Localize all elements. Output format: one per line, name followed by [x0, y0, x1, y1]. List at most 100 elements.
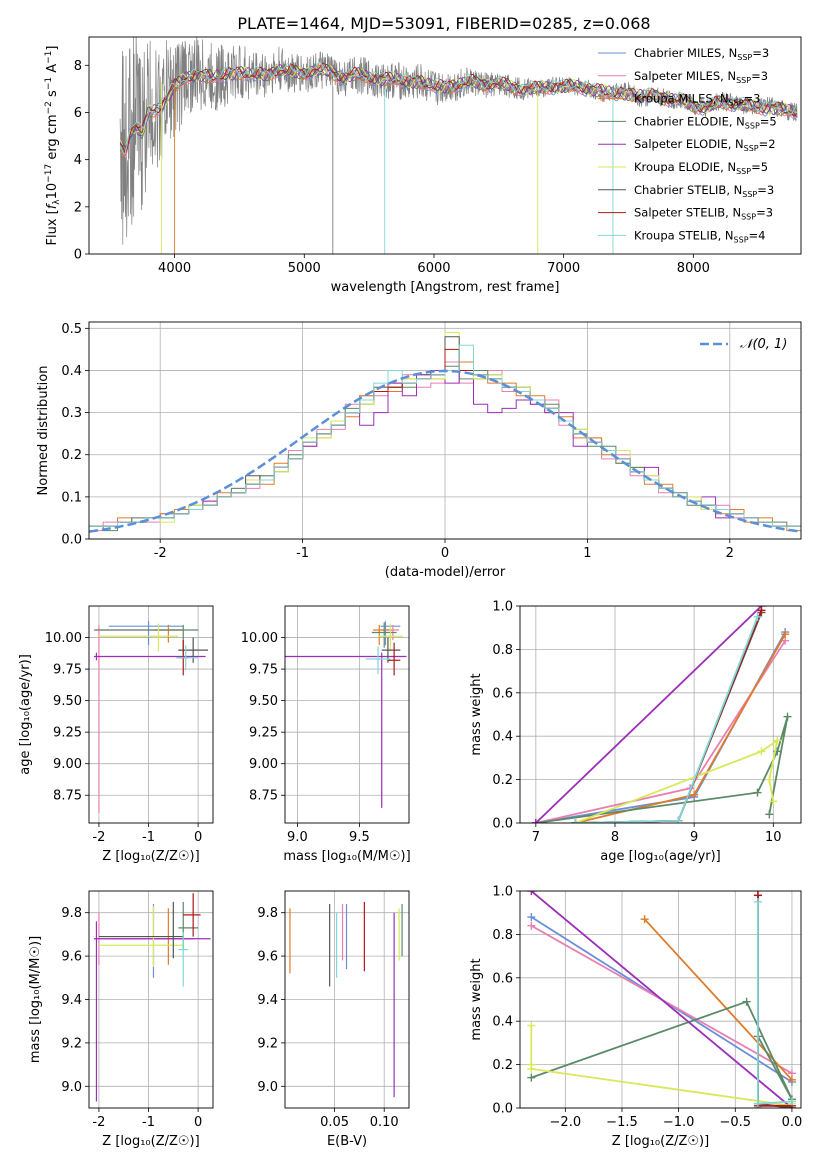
- series-kroupa-stelib: [575, 616, 759, 823]
- residuals-xlabel: (data-model)/error: [385, 565, 506, 580]
- y-tick-label: 9.00: [249, 757, 278, 772]
- model-spectrum-salpeter-stelib: [119, 62, 797, 155]
- normal-curve: [89, 369, 801, 533]
- x-tick-label: 0.0: [782, 1115, 803, 1130]
- y-tick-label: 0.4: [492, 1015, 513, 1030]
- legend-label: Chabrier STELIB, NSSP=3: [634, 183, 774, 199]
- x-tick-label: 1: [583, 546, 591, 561]
- y-tick-label: 0.3: [61, 406, 82, 421]
- x-tick-label: -1: [142, 1115, 155, 1130]
- x-tick-label: 7: [532, 830, 540, 845]
- massweight-vs-age-frame: [519, 605, 802, 824]
- model-spectrum-kroupa-miles: [119, 64, 797, 156]
- x-tick-label: 6000: [417, 261, 450, 276]
- age-vs-z-xlabel: Z [log₁₀(Z/Z☉)]: [102, 849, 199, 864]
- legend-label: Kroupa ELODIE, NSSP=5: [634, 160, 768, 176]
- legend-label: Chabrier ELODIE, NSSP=5: [634, 114, 777, 130]
- y-tick-label: 0.6: [492, 686, 513, 701]
- mass-vs-z-ylabel: mass [log₁₀(M/M☉)]: [28, 936, 43, 1063]
- x-tick-label: 0.05: [320, 1115, 349, 1130]
- y-tick-label: 9.2: [61, 1036, 82, 1051]
- x-tick-label: 9.5: [349, 830, 370, 845]
- y-tick-label: 8.75: [53, 789, 82, 804]
- series-salpeter-elodie: [535, 606, 763, 823]
- series-chabrier-elodie: [535, 716, 789, 823]
- x-tick-label: −0.5: [719, 1115, 751, 1130]
- y-tick-label: 9.6: [61, 950, 82, 965]
- legend-label: Salpeter MILES, NSSP=3: [634, 69, 768, 85]
- age-vs-mass-plot-area: [285, 621, 407, 808]
- y-tick-label: 9.50: [53, 694, 82, 709]
- y-tick-label: 9.2: [257, 1036, 278, 1051]
- residuals-axes: -2 -1 0 1 2 0.0 0.1 0.2 0.3 0.4 0.5: [61, 322, 801, 561]
- y-tick-label: 0.2: [492, 1058, 513, 1073]
- y-tick-label: 9.4: [61, 993, 82, 1008]
- series-salpeter-elodie: [530, 891, 793, 1108]
- model-spectrum-kroupa-stelib: [119, 61, 797, 155]
- series-salpeter-stelib: [575, 609, 763, 823]
- y-tick-label: 0.4: [61, 364, 82, 379]
- y-tick-label: 9.0: [257, 1080, 278, 1095]
- x-tick-label: 0.10: [370, 1115, 399, 1130]
- mass-vs-z-plot-area: [93, 893, 211, 1102]
- y-tick-label: 0.8: [492, 643, 513, 658]
- massweight-vs-age-ylabel: mass weight: [469, 673, 484, 755]
- y-tick-label: 0.0: [492, 817, 513, 832]
- massweight-vs-z-frame: [519, 890, 802, 1109]
- y-tick-label: 9.75: [249, 663, 278, 678]
- y-tick-label: 9.25: [249, 726, 278, 741]
- series-kroupa-miles: [643, 918, 793, 1081]
- x-tick-label: 7000: [547, 261, 580, 276]
- y-tick-label: 0.8: [492, 928, 513, 943]
- y-tick-label: 0: [74, 248, 82, 263]
- mass-vs-ebv-axes: 0.05 0.10 9.0 9.2 9.4 9.6 9.8: [257, 891, 409, 1130]
- age-vs-mass-frame: [284, 605, 410, 824]
- mass-vs-z-xlabel: Z [log₁₀(Z/Z☉)]: [102, 1134, 199, 1149]
- y-tick-label: 1.0: [492, 885, 513, 900]
- x-tick-label: -2: [92, 830, 105, 845]
- y-tick-label: 2: [74, 200, 82, 215]
- legend-label: Kroupa STELIB, NSSP=4: [634, 228, 765, 244]
- x-tick-label: -1: [296, 546, 309, 561]
- y-tick-label: 6: [74, 106, 82, 121]
- y-tick-label: 10.00: [241, 631, 278, 646]
- mass-vs-z-frame: [88, 890, 214, 1109]
- legend-label: 𝒩(0, 1): [740, 337, 787, 352]
- x-tick-label: 2: [726, 546, 734, 561]
- y-tick-label: 0.0: [492, 1102, 513, 1117]
- residuals-ylabel: Normed distribution: [36, 366, 51, 496]
- age-vs-mass-axes: 9.0 9.5 8.75 9.00 9.25 9.50 9.75 10.00: [241, 606, 409, 845]
- y-tick-label: 9.4: [257, 993, 278, 1008]
- age-vs-mass-xlabel: mass [log₁₀(M/M☉)]: [283, 849, 410, 864]
- y-tick-label: 1.0: [492, 600, 513, 615]
- massweight-vs-age-xlabel: age [log₁₀(age/yr)]: [600, 849, 721, 864]
- y-tick-label: 9.8: [257, 906, 278, 921]
- x-tick-label: −1.5: [606, 1115, 638, 1130]
- x-tick-label: 4000: [158, 261, 191, 276]
- legend-label: Salpeter ELODIE, NSSP=2: [634, 137, 776, 153]
- y-tick-label: 0.0: [61, 533, 82, 548]
- y-tick-label: 8.75: [249, 789, 278, 804]
- y-tick-label: 9.75: [53, 663, 82, 678]
- y-tick-label: 0.6: [492, 971, 513, 986]
- spectrum-legend: Chabrier MILES, NSSP=3 Salpeter MILES, NS…: [598, 46, 777, 244]
- x-tick-label: 5000: [288, 261, 321, 276]
- mass-vs-ebv-frame: [284, 890, 410, 1109]
- y-tick-label: 9.6: [257, 950, 278, 965]
- y-tick-label: 0.1: [61, 490, 82, 505]
- mass-vs-z-axes: -2 -1 0 9.0 9.2 9.4 9.6 9.8: [61, 891, 213, 1130]
- massweight-vs-z-ylabel: mass weight: [469, 958, 484, 1040]
- y-tick-label: 4: [74, 153, 82, 168]
- x-tick-label: −2.0: [550, 1115, 582, 1130]
- age-vs-z-frame: [88, 605, 214, 824]
- series-chabrier-elodie: [531, 1000, 793, 1108]
- y-tick-label: 0.2: [492, 773, 513, 788]
- y-tick-label: 8: [74, 59, 82, 74]
- x-tick-label: 10: [765, 830, 782, 845]
- series-salpeter-miles: [535, 640, 786, 823]
- spectrum-plot-area: [119, 37, 798, 254]
- spectrum-axes: 4000 5000 6000 7000 8000 0 2 4 6 8: [74, 59, 710, 276]
- x-tick-label: 0: [194, 830, 202, 845]
- spectrum-frame: [88, 36, 802, 255]
